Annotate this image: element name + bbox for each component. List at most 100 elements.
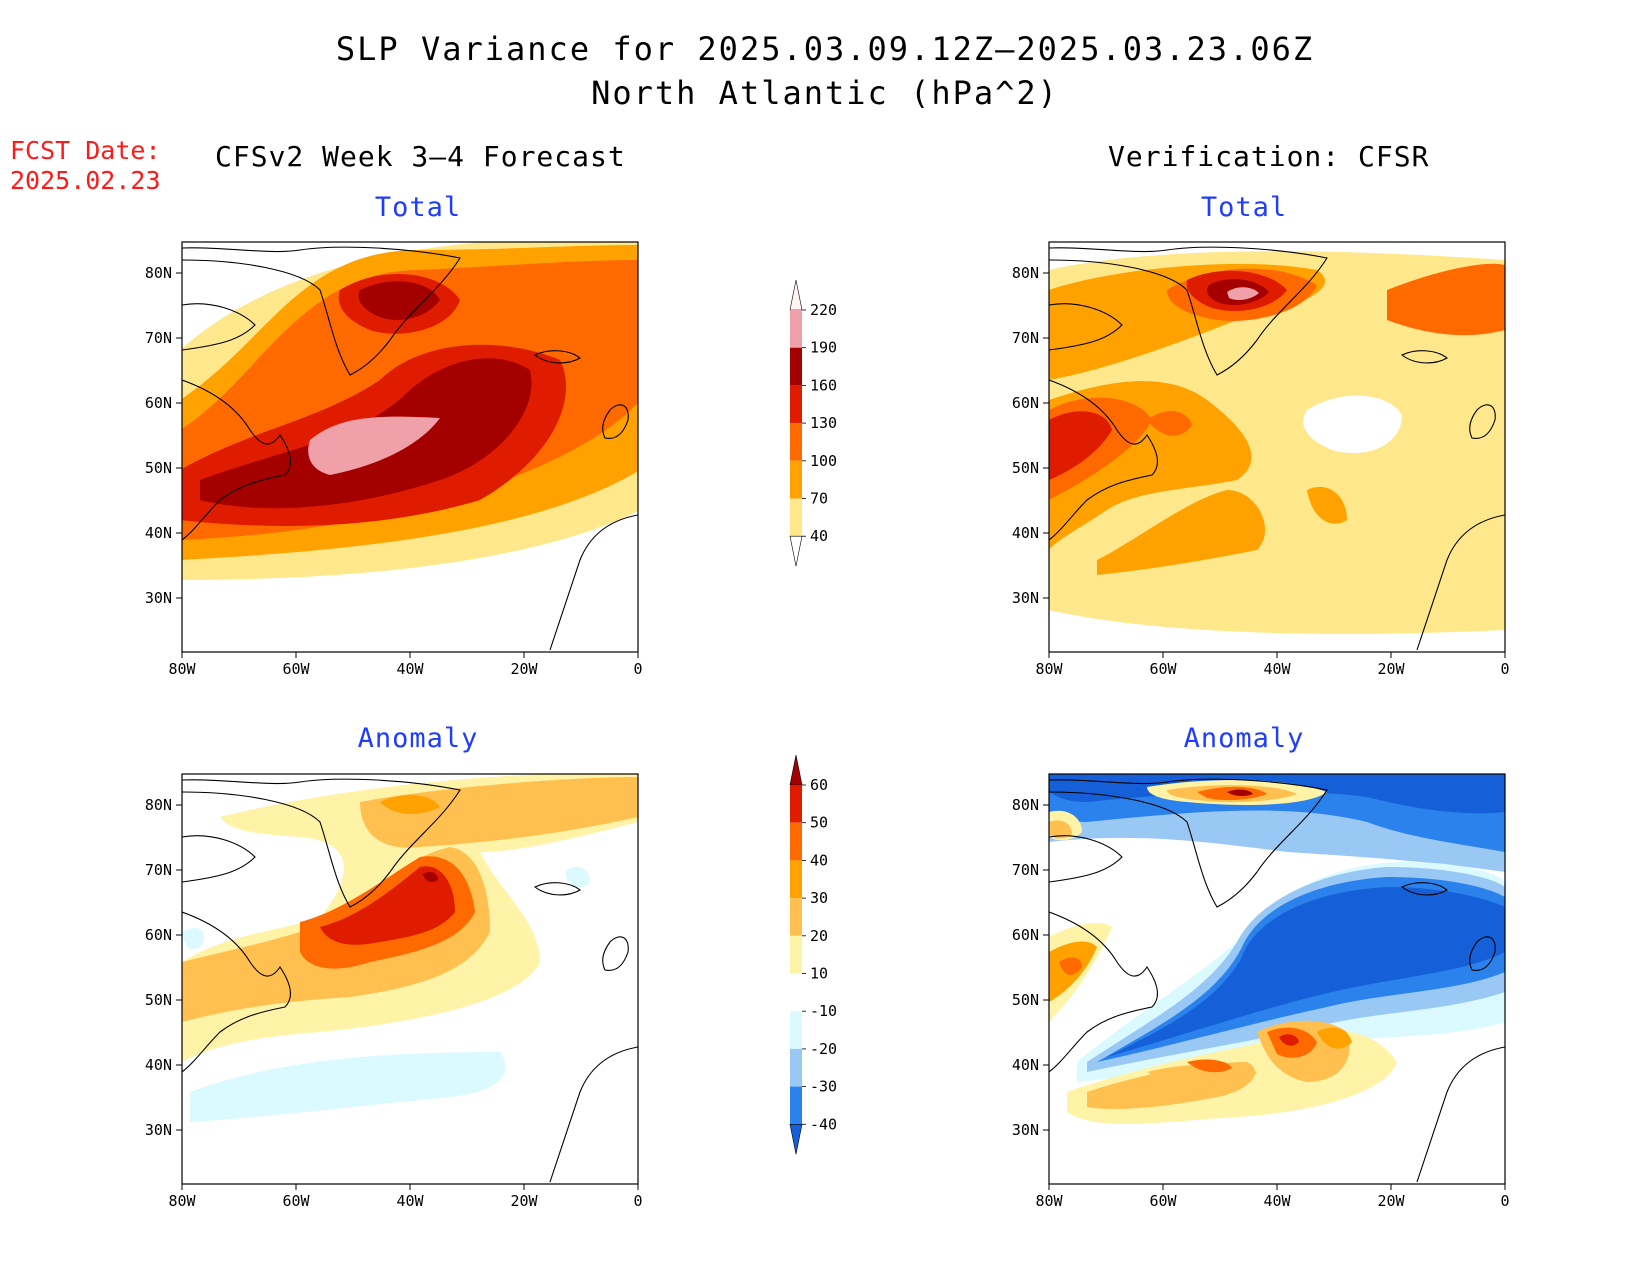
y-tick-label: 40N (145, 1056, 172, 1074)
x-tick-label: 0 (633, 1192, 642, 1210)
y-tick-label: 50N (145, 459, 172, 477)
x-axis-ticks: 80W 60W 40W 20W 0 (1035, 1184, 1510, 1210)
anomaly-colorbar: -40 -30 -20 -10 10 20 30 40 50 60 (789, 754, 837, 1155)
colorbar-swatch (790, 973, 802, 1012)
y-tick-label: 60N (145, 926, 172, 944)
y-tick-label: 30N (1012, 1121, 1039, 1139)
y-tick-label: 30N (145, 589, 172, 607)
colorbar-swatch (790, 822, 802, 861)
y-tick-label: 80N (145, 264, 172, 282)
y-tick-label: 70N (145, 861, 172, 879)
verification-anomaly-map: 80N 70N 60N 50N 40N 30N 80W 60W 40W 20W … (1012, 773, 1510, 1210)
colorbar-label: 20 (810, 927, 828, 945)
colorbar-swatch (789, 535, 803, 567)
x-tick-label: 20W (1377, 1192, 1405, 1210)
colorbar-swatch (789, 279, 803, 311)
coastline-icon (1049, 778, 1505, 1183)
colorbar-label: -30 (810, 1078, 837, 1096)
y-tick-label: 30N (145, 1121, 172, 1139)
colorbar-label: 190 (810, 339, 837, 357)
x-axis-ticks: 80W 60W 40W 20W 0 (168, 652, 643, 678)
colorbar-swatch (790, 385, 802, 424)
colorbar-swatch (790, 898, 802, 936)
y-tick-label: 70N (1012, 861, 1039, 879)
x-tick-label: 0 (1500, 660, 1509, 678)
x-tick-label: 40W (1263, 1192, 1291, 1210)
colorbar-label: 70 (810, 490, 828, 508)
forecast-total-title: Total (374, 192, 462, 223)
total-colorbar: 40 70 100 130 160 190 220 (789, 279, 837, 567)
colorbar-swatch (790, 935, 802, 974)
colorbar-swatch (790, 347, 802, 386)
x-tick-label: 60W (1149, 1192, 1177, 1210)
y-tick-label: 70N (145, 329, 172, 347)
forecast-anomaly-map: 80N 70N 60N 50N 40N 30N 80W 60W 40W 20W … (145, 773, 643, 1210)
x-tick-label: 60W (282, 1192, 310, 1210)
coastline-icon (182, 246, 638, 651)
y-tick-label: 40N (145, 524, 172, 542)
colorbar-swatch (790, 423, 802, 461)
x-tick-label: 60W (1149, 660, 1177, 678)
coastline-icon (1049, 246, 1505, 651)
colorbar-swatch (789, 754, 803, 786)
x-tick-label: 0 (1500, 1192, 1509, 1210)
y-tick-label: 50N (1012, 991, 1039, 1009)
y-tick-label: 60N (1012, 926, 1039, 944)
x-tick-label: 60W (282, 660, 310, 678)
colorbar-label: 220 (810, 301, 837, 319)
forecast-date-value: 2025.02.23 (10, 166, 161, 195)
x-tick-label: 80W (1035, 1192, 1063, 1210)
y-axis-ticks: 80N 70N 60N 50N 40N 30N (1012, 796, 1049, 1139)
y-axis-ticks: 80N 70N 60N 50N 40N 30N (145, 264, 182, 607)
x-axis-ticks: 80W 60W 40W 20W 0 (1035, 652, 1510, 678)
colorbar-swatch (790, 785, 802, 823)
x-tick-label: 40W (1263, 660, 1291, 678)
forecast-date-label: FCST Date: (10, 136, 161, 165)
forecast-column-title: CFSv2 Week 3–4 Forecast (215, 140, 626, 173)
x-tick-label: 0 (633, 660, 642, 678)
x-tick-label: 80W (168, 660, 196, 678)
colorbar-swatch (790, 1086, 802, 1125)
y-tick-label: 50N (1012, 459, 1039, 477)
colorbar-swatch (790, 460, 802, 499)
colorbar-swatch (790, 860, 802, 899)
x-tick-label: 20W (510, 660, 538, 678)
y-tick-label: 50N (145, 991, 172, 1009)
forecast-anomaly-title: Anomaly (357, 723, 479, 754)
verification-total-title: Total (1200, 192, 1288, 223)
y-tick-label: 80N (1012, 264, 1039, 282)
colorbar-swatch (790, 1048, 802, 1087)
colorbar-label: 10 (810, 965, 828, 983)
colorbar-label: -20 (810, 1040, 837, 1058)
x-tick-label: 80W (1035, 660, 1063, 678)
x-tick-label: 40W (396, 660, 424, 678)
y-tick-label: 60N (1012, 394, 1039, 412)
x-axis-ticks: 80W 60W 40W 20W 0 (168, 1184, 643, 1210)
colorbar-label: -10 (810, 1002, 837, 1020)
x-tick-label: 40W (396, 1192, 424, 1210)
verification-total-map: 80N 70N 60N 50N 40N 30N 80W 60W 40W 20W … (1012, 241, 1510, 678)
forecast-total-map: 80N 70N 60N 50N 40N 30N 80W 60W 40W 20W … (145, 241, 643, 678)
main-title: SLP Variance for 2025.03.09.12Z–2025.03.… (335, 30, 1315, 68)
y-tick-label: 80N (1012, 796, 1039, 814)
x-tick-label: 80W (168, 1192, 196, 1210)
verification-column-title: Verification: CFSR (1108, 140, 1430, 173)
colorbar-label: 60 (810, 776, 828, 794)
main-subtitle: North Atlantic (hPa^2) (591, 74, 1059, 112)
y-tick-label: 30N (1012, 589, 1039, 607)
colorbar-label: 30 (810, 889, 828, 907)
colorbar-label: 50 (810, 814, 828, 832)
y-tick-label: 40N (1012, 1056, 1039, 1074)
forecast-date-block: FCST Date: 2025.02.23 (10, 136, 161, 196)
colorbar-swatch (790, 310, 802, 348)
y-tick-label: 70N (1012, 329, 1039, 347)
colorbar-label: 160 (810, 376, 837, 394)
verification-anomaly-title: Anomaly (1183, 723, 1305, 754)
x-tick-label: 20W (510, 1192, 538, 1210)
colorbar-label: 40 (810, 527, 828, 545)
colorbar-swatch (789, 1123, 803, 1155)
y-axis-ticks: 80N 70N 60N 50N 40N 30N (145, 796, 182, 1139)
colorbar-label: -40 (810, 1115, 837, 1133)
colorbar-swatch (790, 1011, 802, 1049)
x-tick-label: 20W (1377, 660, 1405, 678)
